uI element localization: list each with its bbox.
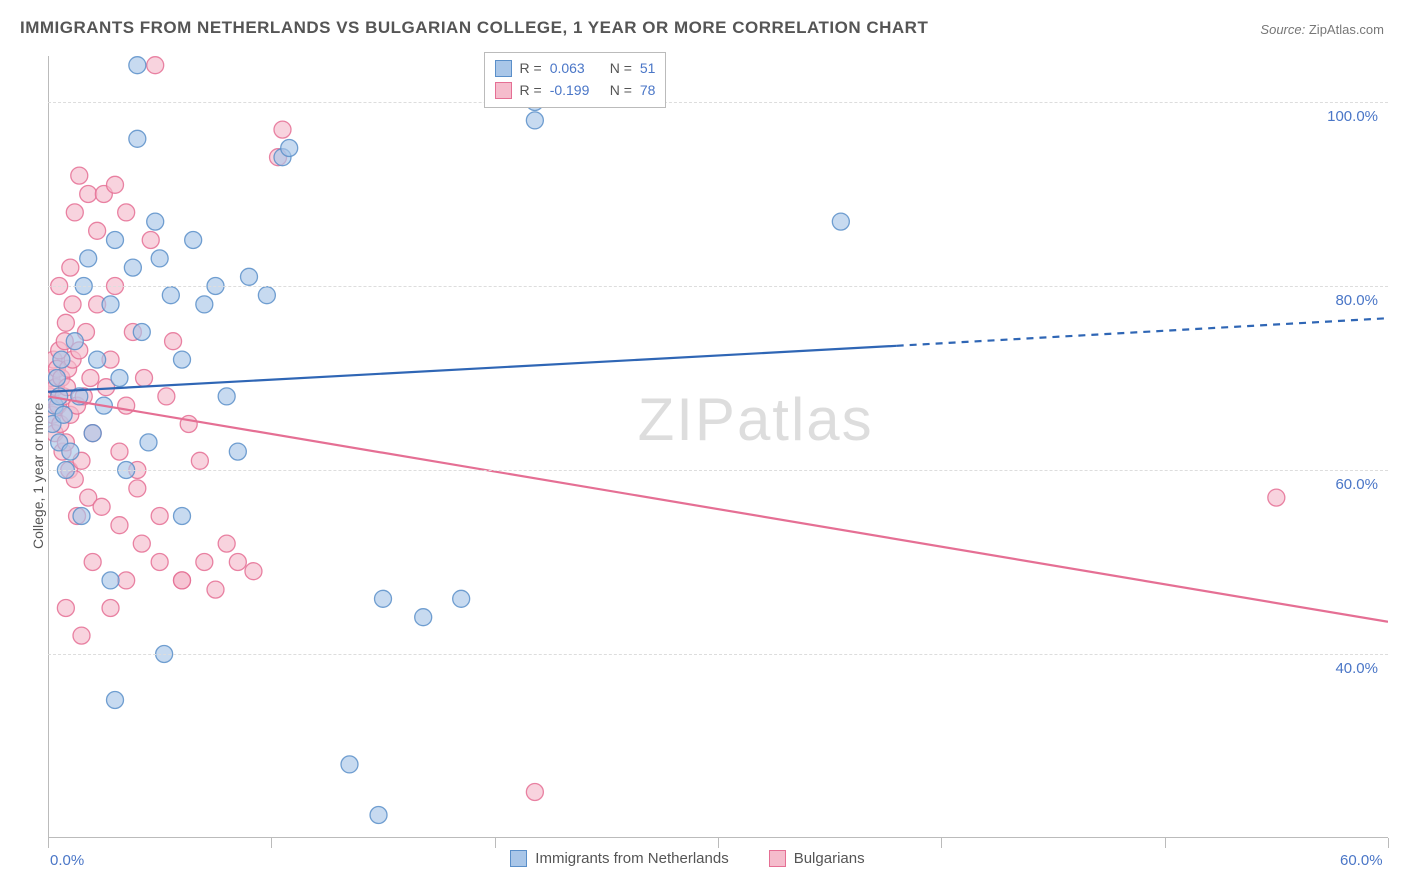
- legend-item-pink: Bulgarians: [769, 850, 865, 867]
- x-tick: [1165, 838, 1166, 848]
- x-tick: [718, 838, 719, 848]
- x-tick-label: 0.0%: [50, 852, 84, 869]
- legend-label-blue: Immigrants from Netherlands: [535, 850, 728, 867]
- y-tick-label: 60.0%: [1335, 476, 1378, 493]
- legend-row-blue: R = 0.063 N = 51: [495, 57, 656, 79]
- source-value: ZipAtlas.com: [1309, 22, 1384, 37]
- gridline-h: [48, 102, 1388, 103]
- gridline-h: [48, 286, 1388, 287]
- x-tick-label: 60.0%: [1340, 852, 1383, 869]
- series-legend: Immigrants from Netherlands Bulgarians: [510, 850, 864, 867]
- y-tick-label: 80.0%: [1335, 292, 1378, 309]
- legend-row-pink: R = -0.199 N = 78: [495, 79, 656, 101]
- r-label: R =: [520, 79, 542, 101]
- plot-area: ZIPatlas 40.0%60.0%80.0%100.0%0.0%60.0%: [48, 56, 1388, 838]
- chart-title: IMMIGRANTS FROM NETHERLANDS VS BULGARIAN…: [20, 18, 928, 38]
- swatch-pink: [769, 850, 786, 867]
- scatter-svg: [48, 56, 1388, 838]
- y-tick-label: 100.0%: [1327, 108, 1378, 125]
- r-value-pink: -0.199: [550, 79, 602, 101]
- x-tick: [1388, 838, 1389, 848]
- y-tick-label: 40.0%: [1335, 660, 1378, 677]
- source-label: Source:: [1260, 22, 1305, 37]
- n-value-blue: 51: [640, 57, 656, 79]
- n-value-pink: 78: [640, 79, 656, 101]
- n-label: N =: [610, 79, 632, 101]
- x-tick: [495, 838, 496, 848]
- swatch-pink: [495, 82, 512, 99]
- swatch-blue: [510, 850, 527, 867]
- legend-item-blue: Immigrants from Netherlands: [510, 850, 728, 867]
- x-tick: [941, 838, 942, 848]
- r-value-blue: 0.063: [550, 57, 602, 79]
- gridline-h: [48, 654, 1388, 655]
- x-tick: [271, 838, 272, 848]
- n-label: N =: [610, 57, 632, 79]
- correlation-legend: R = 0.063 N = 51 R = -0.199 N = 78: [484, 52, 667, 108]
- gridline-h: [48, 470, 1388, 471]
- swatch-blue: [495, 60, 512, 77]
- source-attribution: Source: ZipAtlas.com: [1260, 22, 1384, 37]
- legend-label-pink: Bulgarians: [794, 850, 865, 867]
- y-axis-label: College, 1 year or more: [30, 402, 46, 548]
- r-label: R =: [520, 57, 542, 79]
- x-tick: [48, 838, 49, 848]
